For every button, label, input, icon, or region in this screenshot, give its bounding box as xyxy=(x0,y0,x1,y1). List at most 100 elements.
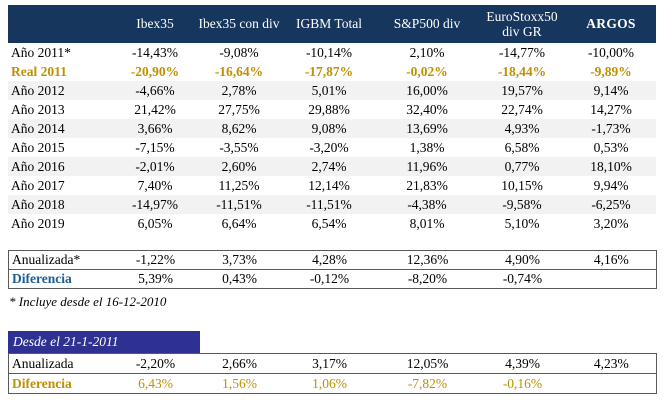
cell: -0,16% xyxy=(478,373,567,394)
cell: 32,40% xyxy=(406,101,448,117)
row-anualizada: Anualizada* -1,22% 3,73% 4,28% 12,36% 4,… xyxy=(9,251,657,270)
cell: 14,27% xyxy=(590,101,632,117)
cell: 9,94% xyxy=(593,177,629,193)
cell: 12,36% xyxy=(406,252,449,267)
cell: -8,20% xyxy=(376,269,479,289)
cell: 10,15% xyxy=(501,177,543,193)
cell: -10,00% xyxy=(587,44,635,60)
row-ano-2017: Año 2017 7,40% 11,25% 12,14% 21,83% 10,1… xyxy=(8,176,656,195)
cell: 21,83% xyxy=(406,177,448,193)
cell: -0,02% xyxy=(406,63,448,79)
cell: -7,15% xyxy=(135,139,175,155)
cell: -9,08% xyxy=(219,44,259,60)
section-title-bar: Desde el 21-1-2011 xyxy=(8,331,200,353)
cell: 6,64% xyxy=(221,215,257,231)
col-header-argos: ARGOS xyxy=(566,5,656,43)
cell: 16,00% xyxy=(376,81,478,100)
row-ano-2015: Año 2015 -7,15% -3,55% -3,20% 1,38% 6,58… xyxy=(8,138,656,157)
row-label: Año 2013 xyxy=(11,101,65,117)
cell: -9,89% xyxy=(590,63,632,79)
cell: 12,14% xyxy=(308,177,350,193)
cell: 21,42% xyxy=(134,101,176,117)
cell: 4,16% xyxy=(593,252,629,267)
row-ano-2016: Año 2016 -2,01% 2,60% 2,74% 11,96% 0,77%… xyxy=(8,157,656,176)
cell: 1,06% xyxy=(282,373,377,394)
cell: -16,64% xyxy=(214,63,264,79)
row-label: Anualizada* xyxy=(12,252,81,267)
row-anualizada-2: Anualizada -2,20% 2,66% 3,17% 12,05% 4,3… xyxy=(9,354,657,374)
row-label: Año 2012 xyxy=(8,81,114,100)
cell: -7,82% xyxy=(376,373,479,394)
cell: 9,08% xyxy=(282,119,376,138)
cell: 7,40% xyxy=(137,177,173,193)
cell xyxy=(566,269,657,289)
row-diferencia-2: Diferencia 6,43% 1,56% 1,06% -7,82% -0,1… xyxy=(8,373,657,394)
row-label: Diferencia xyxy=(8,373,115,394)
cell: -4,66% xyxy=(114,81,196,100)
row-label: Año 2019 xyxy=(11,215,65,231)
cell: -14,97% xyxy=(114,195,196,214)
cell: 8,62% xyxy=(196,119,282,138)
cell: -6,25% xyxy=(566,195,656,214)
cell: 3,20% xyxy=(593,215,629,231)
cell: 5,10% xyxy=(504,215,540,231)
cell: 13,69% xyxy=(376,119,478,138)
cell: 11,25% xyxy=(218,177,260,193)
cell: 6,43% xyxy=(114,373,197,394)
cell: 19,57% xyxy=(478,81,566,100)
row-ano-2011: Año 2011* -14,43% -9,08% -10,14% 2,10% -… xyxy=(8,43,656,62)
cell: 4,28% xyxy=(312,252,347,267)
table-header: Ibex35 Ibex35 con div IGBM Total S&P500 … xyxy=(8,5,656,43)
spacer xyxy=(8,233,672,250)
row-label: Año 2011* xyxy=(11,44,71,60)
row-label: Diferencia xyxy=(8,269,115,289)
col-header-ibex35-con-div: Ibex35 con div xyxy=(196,5,282,43)
cell: 29,88% xyxy=(308,101,350,117)
row-ano-2013: Año 2013 21,42% 27,75% 29,88% 32,40% 22,… xyxy=(8,100,656,119)
cell: 0,77% xyxy=(478,157,566,176)
cell: 12,05% xyxy=(406,355,449,371)
cell: 1,56% xyxy=(196,373,283,394)
cell: 3,17% xyxy=(312,355,347,371)
cell: -2,20% xyxy=(135,355,176,371)
cell: -10,14% xyxy=(305,44,353,60)
cell: 6,58% xyxy=(504,139,540,155)
cell: -9,58% xyxy=(478,195,566,214)
cell: -2,01% xyxy=(114,157,196,176)
cell: 2,60% xyxy=(196,157,282,176)
row-diferencia: Diferencia 5,39% 0,43% -0,12% -8,20% -0,… xyxy=(8,269,657,289)
spacer xyxy=(8,310,672,331)
cell: -4,38% xyxy=(376,195,478,214)
cell: 0,53% xyxy=(593,139,629,155)
cell: 4,90% xyxy=(505,252,540,267)
cell: 9,14% xyxy=(566,81,656,100)
cell: 0,43% xyxy=(196,269,283,289)
cell: 6,54% xyxy=(311,215,347,231)
report-page: Ibex35 Ibex35 con div IGBM Total S&P500 … xyxy=(8,5,672,394)
cell: 1,38% xyxy=(409,139,445,155)
cell: 18,10% xyxy=(566,157,656,176)
header-row: Ibex35 Ibex35 con div IGBM Total S&P500 … xyxy=(8,5,656,43)
cell: 4,39% xyxy=(505,355,540,371)
cell: -18,44% xyxy=(497,63,547,79)
col-header-igbm-total: IGBM Total xyxy=(282,5,376,43)
cell: 8,01% xyxy=(409,215,445,231)
col-header-eurostoxx50: EuroStoxx50 div GR xyxy=(478,5,566,43)
cell: -0,12% xyxy=(282,269,377,289)
footnote: * Incluye desde el 16-12-2010 xyxy=(9,294,167,309)
cell: -14,43% xyxy=(131,44,179,60)
cell: 11,96% xyxy=(376,157,478,176)
row-label: Año 2016 xyxy=(8,157,114,176)
annual-returns-table: Ibex35 Ibex35 con div IGBM Total S&P500 … xyxy=(8,5,656,233)
col-header-ibex35: Ibex35 xyxy=(114,5,196,43)
row-ano-2018: Año 2018 -14,97% -11,51% -11,51% -4,38% … xyxy=(8,195,656,214)
cell: -17,87% xyxy=(304,63,354,79)
since-2011-table: Anualizada -2,20% 2,66% 3,17% 12,05% 4,3… xyxy=(8,353,657,394)
cell: 2,66% xyxy=(222,355,257,371)
cell: -20,90% xyxy=(130,63,180,79)
cell xyxy=(566,373,657,394)
cell: -11,51% xyxy=(282,195,376,214)
cell: 4,23% xyxy=(593,355,629,371)
cell: -1,73% xyxy=(566,119,656,138)
col-header-sp500-div: S&P500 div xyxy=(376,5,478,43)
